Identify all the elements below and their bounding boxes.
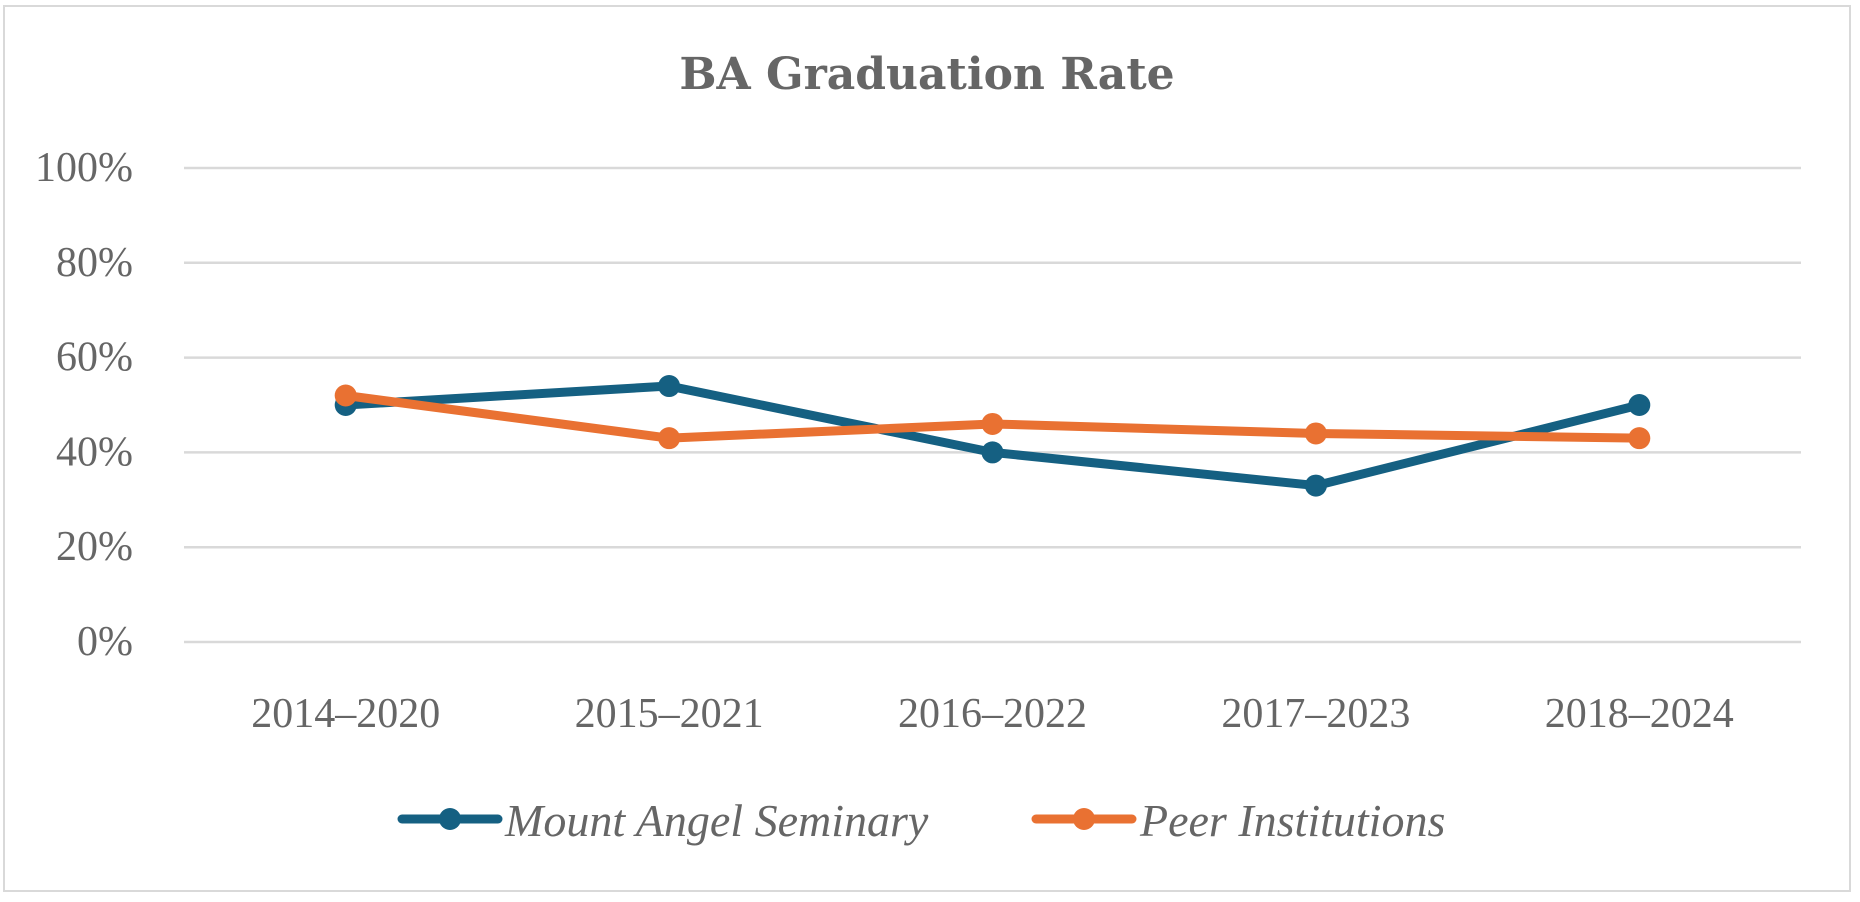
chart-frame bbox=[3, 5, 1851, 892]
data-point bbox=[1304, 474, 1327, 497]
data-point bbox=[981, 412, 1004, 435]
legend-marker-icon bbox=[439, 808, 461, 830]
y-tick-label: 60% bbox=[56, 335, 133, 381]
data-point bbox=[658, 375, 681, 398]
data-point bbox=[1628, 427, 1651, 450]
y-tick-label: 80% bbox=[56, 240, 133, 286]
data-point bbox=[334, 384, 357, 407]
series-mount-angel-seminary bbox=[334, 375, 1651, 497]
data-point bbox=[1628, 394, 1651, 416]
y-axis-tick-labels: 0% 20% 40% 60% 80% 100% bbox=[35, 145, 133, 665]
data-point bbox=[658, 427, 681, 450]
legend-item: Mount Angel Seminary bbox=[397, 795, 929, 846]
legend-marker-icon bbox=[1073, 808, 1095, 830]
legend: Mount Angel Seminary Peer Institutions bbox=[397, 795, 1445, 846]
x-tick-label: 2018–2024 bbox=[1545, 691, 1734, 737]
y-tick-label: 0% bbox=[77, 619, 133, 665]
legend-label: Mount Angel Seminary bbox=[504, 795, 929, 846]
x-tick-label: 2016–2022 bbox=[898, 691, 1087, 737]
y-tick-label: 100% bbox=[35, 145, 133, 191]
x-tick-label: 2015–2021 bbox=[575, 691, 764, 737]
data-point bbox=[981, 441, 1004, 464]
series-layer bbox=[334, 375, 1651, 497]
y-tick-label: 20% bbox=[56, 524, 133, 570]
series-peer-institutions bbox=[334, 384, 1651, 450]
chart-title: BA Graduation Rate bbox=[679, 49, 1174, 100]
x-axis-tick-labels: 2014–2020 2015–2021 2016–2022 2017–2023 2018… bbox=[251, 691, 1734, 737]
gridlines bbox=[184, 166, 1801, 644]
legend-item: Peer Institutions bbox=[1031, 795, 1445, 846]
x-tick-label: 2017–2023 bbox=[1221, 691, 1410, 737]
x-tick-label: 2014–2020 bbox=[251, 691, 440, 737]
y-tick-label: 40% bbox=[56, 429, 133, 475]
data-point bbox=[1304, 422, 1327, 445]
legend-label: Peer Institutions bbox=[1139, 795, 1445, 846]
